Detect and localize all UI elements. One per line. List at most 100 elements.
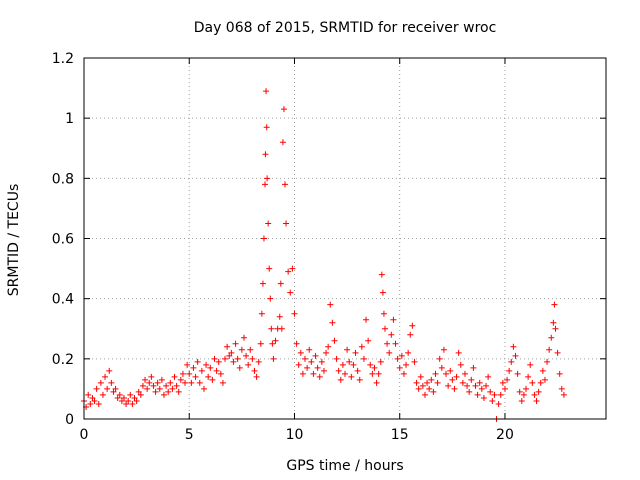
data-point xyxy=(360,355,367,362)
data-point xyxy=(478,385,485,392)
data-point xyxy=(373,379,380,386)
data-point xyxy=(255,358,262,365)
data-point xyxy=(139,382,146,389)
data-point xyxy=(514,370,521,377)
data-point xyxy=(487,388,494,395)
data-point xyxy=(457,361,464,368)
data-point xyxy=(265,220,272,227)
data-point xyxy=(186,370,193,377)
data-point xyxy=(501,385,508,392)
data-point xyxy=(367,361,374,368)
data-point xyxy=(263,88,270,95)
data-point xyxy=(293,340,300,347)
data-point xyxy=(384,340,391,347)
data-point xyxy=(156,385,163,392)
data-point xyxy=(424,379,431,386)
data-point xyxy=(308,358,315,365)
data-point xyxy=(148,373,155,380)
data-point xyxy=(232,340,239,347)
data-point xyxy=(192,373,199,380)
data-point xyxy=(506,367,513,374)
data-point xyxy=(270,355,277,362)
data-point xyxy=(283,220,290,227)
data-point xyxy=(194,358,201,365)
data-point xyxy=(257,340,264,347)
data-point xyxy=(262,151,269,158)
data-point xyxy=(348,373,355,380)
data-point xyxy=(438,364,445,371)
data-point xyxy=(327,301,334,308)
data-point xyxy=(240,334,247,341)
data-point xyxy=(279,139,286,146)
y-tick-label: 1.2 xyxy=(52,51,74,67)
data-point xyxy=(539,367,546,374)
data-point xyxy=(173,382,180,389)
x-tick-label: 10 xyxy=(286,427,304,443)
data-point xyxy=(550,319,557,326)
data-point xyxy=(268,325,275,332)
data-point xyxy=(234,355,241,362)
data-point xyxy=(263,124,270,131)
data-point xyxy=(546,346,553,353)
data-point xyxy=(485,373,492,380)
data-point xyxy=(129,400,136,407)
data-point xyxy=(97,379,104,386)
data-point xyxy=(405,349,412,356)
x-tick-label: 5 xyxy=(185,427,194,443)
data-point xyxy=(224,343,231,350)
data-point xyxy=(474,391,481,398)
data-point xyxy=(379,289,386,296)
chart-title: Day 068 of 2015, SRMTID for receiver wro… xyxy=(194,20,497,36)
data-point xyxy=(400,370,407,377)
data-point xyxy=(466,388,473,395)
data-point xyxy=(295,361,302,368)
data-point xyxy=(394,355,401,362)
data-point xyxy=(179,370,186,377)
data-point xyxy=(428,376,435,383)
data-point xyxy=(125,397,132,404)
data-point xyxy=(339,361,346,368)
data-point xyxy=(154,379,161,386)
data-point xyxy=(310,370,317,377)
data-point xyxy=(95,400,102,407)
data-point xyxy=(525,373,532,380)
data-point xyxy=(350,361,357,368)
data-point xyxy=(142,376,149,383)
data-point xyxy=(182,379,189,386)
data-point xyxy=(508,358,515,365)
data-point xyxy=(99,391,106,398)
data-point xyxy=(230,358,237,365)
data-point xyxy=(266,265,273,272)
data-point xyxy=(306,346,313,353)
data-point xyxy=(116,391,123,398)
data-point xyxy=(342,370,348,377)
data-point xyxy=(200,385,207,392)
data-point xyxy=(118,397,125,404)
data-point xyxy=(510,343,517,350)
data-point xyxy=(291,310,298,317)
data-point xyxy=(215,358,222,365)
data-point xyxy=(527,361,534,368)
data-point xyxy=(89,394,96,401)
y-tick-label: 0.6 xyxy=(52,232,74,248)
data-point xyxy=(304,364,311,371)
x-tick-label: 20 xyxy=(496,427,514,443)
data-point xyxy=(104,385,111,392)
y-tick-label: 0.8 xyxy=(52,171,74,187)
data-point xyxy=(175,388,182,395)
data-point xyxy=(260,235,267,242)
data-point xyxy=(464,382,471,389)
data-point xyxy=(483,382,490,389)
x-tick-label: 0 xyxy=(80,427,89,443)
data-point xyxy=(277,280,284,287)
data-point xyxy=(371,364,378,371)
data-point xyxy=(499,379,506,386)
data-point xyxy=(468,376,475,383)
data-point xyxy=(443,370,450,377)
data-point xyxy=(91,397,98,404)
data-point xyxy=(299,370,306,377)
data-point xyxy=(560,391,567,398)
data-point xyxy=(453,373,460,380)
data-point xyxy=(554,349,561,356)
data-point xyxy=(196,379,203,386)
